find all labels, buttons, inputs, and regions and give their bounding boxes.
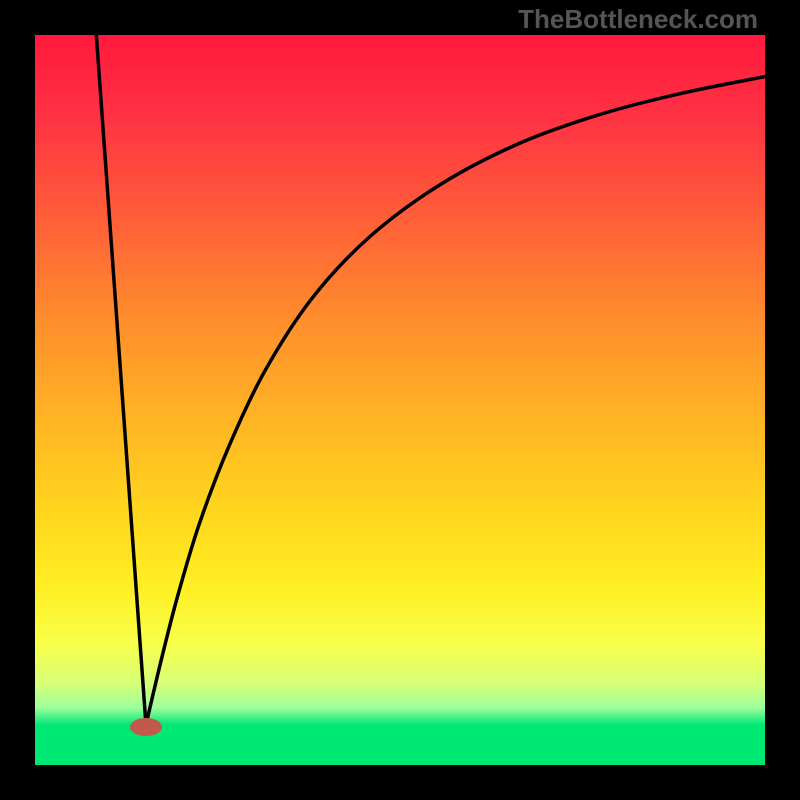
curve-path	[96, 35, 765, 725]
watermark-text: TheBottleneck.com	[518, 4, 758, 35]
chart-container: TheBottleneck.com	[0, 0, 800, 800]
chart-frame	[0, 0, 800, 800]
bottleneck-curve	[35, 35, 765, 765]
plot-area	[35, 35, 765, 765]
minimum-marker	[130, 718, 162, 736]
